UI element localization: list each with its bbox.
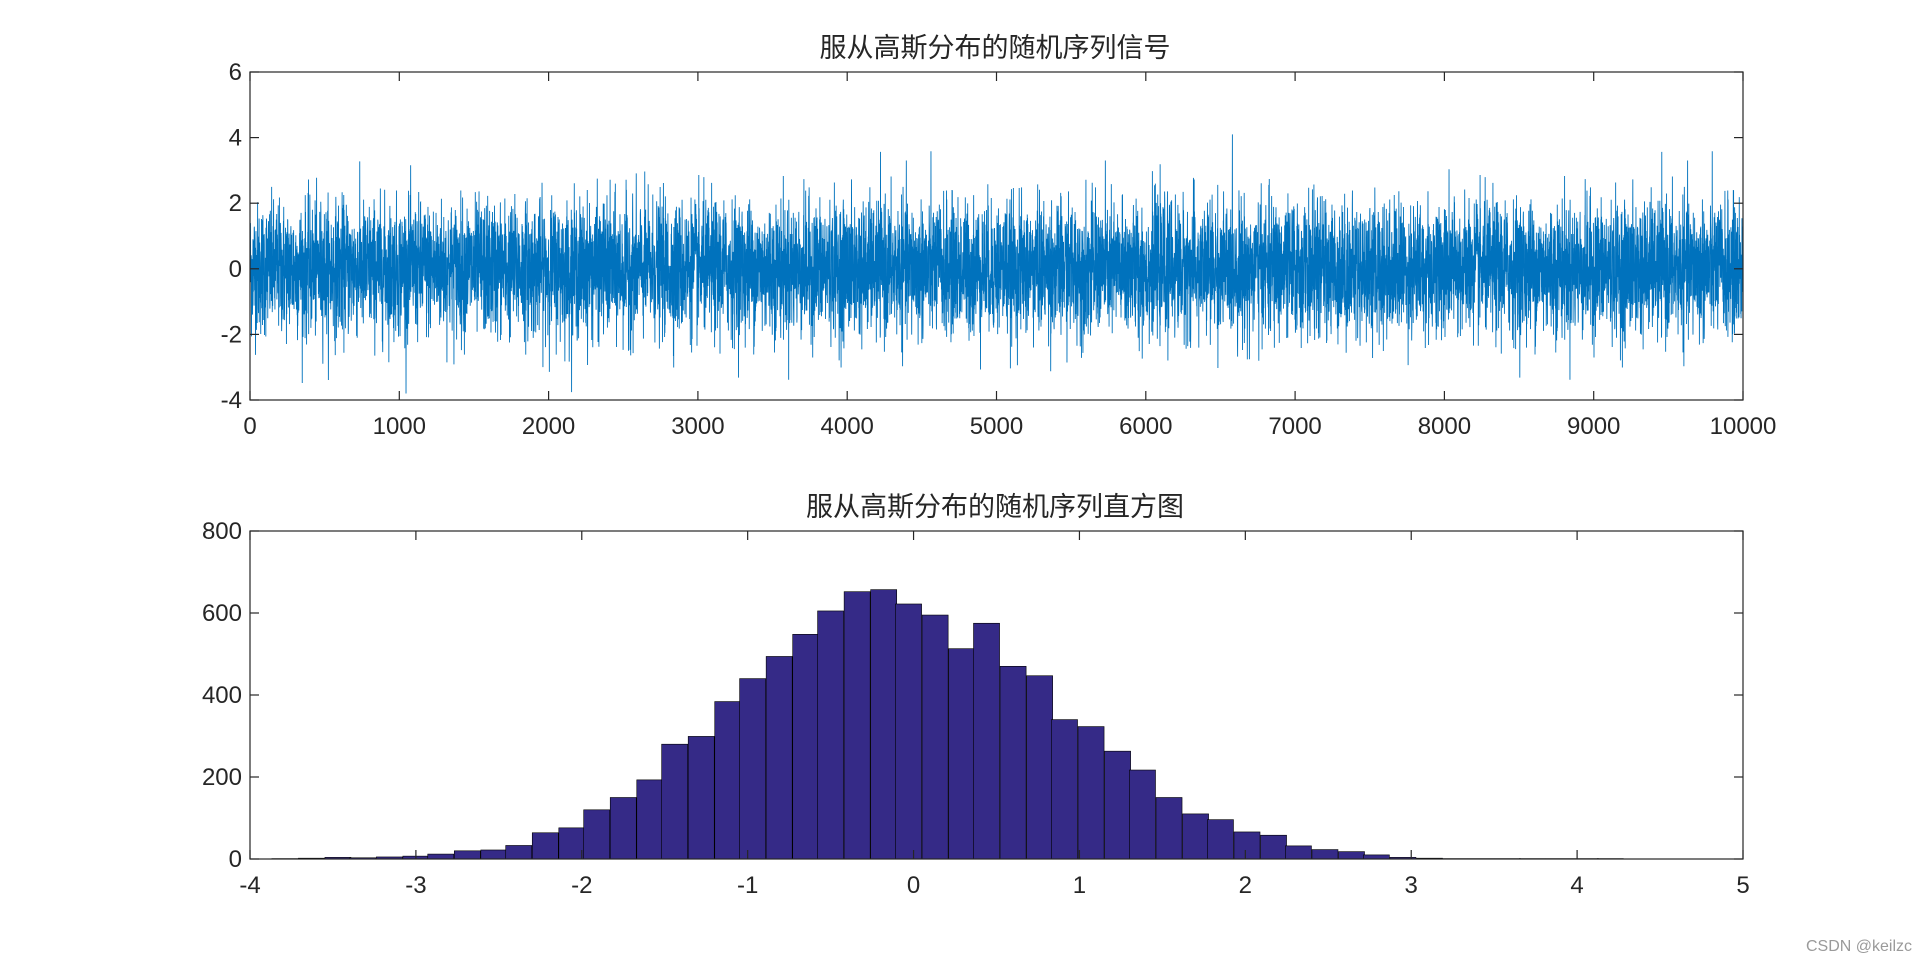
histogram-x-tick-label: 1 (1073, 872, 1086, 899)
signal-x-tick-label: 4000 (821, 413, 874, 440)
histogram-bar (1182, 813, 1209, 860)
histogram-bar (505, 845, 533, 860)
histogram-bar (1260, 834, 1287, 860)
histogram-bar (453, 850, 481, 860)
histogram-bar (1233, 831, 1261, 860)
histogram-x-tick-label: -3 (405, 872, 426, 899)
histogram-bar (792, 634, 820, 860)
histogram-bar (999, 665, 1027, 860)
histogram-bar (558, 827, 586, 860)
histogram-x-tick-label: 3 (1405, 872, 1418, 899)
histogram-x-tick-label: 0 (907, 872, 920, 899)
signal-x-tick-label: 6000 (1119, 413, 1172, 440)
histogram-bar (1104, 750, 1131, 860)
histogram-bar (1207, 819, 1234, 860)
histogram-y-tick-label: 200 (202, 764, 242, 791)
histogram-bar (687, 736, 715, 860)
histogram-x-tick-label: 2 (1239, 872, 1252, 899)
signal-x-tick-label: 9000 (1567, 413, 1620, 440)
signal-x-tick-label: 1000 (373, 413, 426, 440)
histogram-bar (636, 779, 664, 860)
histogram-axes-box (249, 530, 1744, 860)
signal-x-tick-label: 5000 (970, 413, 1023, 440)
histogram-bar (843, 591, 871, 860)
histogram-bar (1077, 726, 1105, 860)
histogram-bar (714, 701, 742, 860)
histogram-bar (1285, 845, 1312, 860)
histogram-bar (765, 656, 793, 860)
histogram-x-tick-label: -1 (737, 872, 758, 899)
histogram-bar (583, 809, 611, 860)
signal-chart-title: 服从高斯分布的随机序列信号 (820, 33, 1171, 64)
histogram-x-tick-label: 5 (1736, 872, 1749, 899)
histogram-x-tick-label: 4 (1570, 872, 1583, 899)
histogram-bar (921, 614, 949, 860)
histogram-bar (427, 853, 455, 860)
signal-y-tick-label: 2 (229, 190, 242, 217)
histogram-bar (870, 589, 898, 860)
histogram-x-tick-label: -2 (571, 872, 592, 899)
histogram-y-tick-label: 800 (202, 518, 242, 545)
histogram-bar (661, 743, 688, 860)
histogram-y-tick-label: 600 (202, 600, 242, 627)
signal-y-tick-label: -4 (221, 387, 242, 414)
histogram-x-tick-label: -4 (239, 872, 260, 899)
signal-x-tick-label: 2000 (522, 413, 575, 440)
histogram-chart-title: 服从高斯分布的随机序列直方图 (806, 492, 1184, 523)
histogram-bar (1051, 719, 1078, 860)
histogram-bar (1129, 769, 1156, 860)
histogram-bar (1311, 849, 1339, 860)
histogram-bar (1338, 851, 1365, 860)
signal-x-tick-label: 8000 (1418, 413, 1471, 440)
histogram-bar (480, 849, 508, 860)
histogram-bar (948, 648, 975, 860)
histogram-y-tick-label: 400 (202, 682, 242, 709)
signal-line (249, 134, 1744, 394)
histogram-bar (895, 603, 922, 860)
histogram-bar (531, 832, 559, 860)
signal-axes: 服从高斯分布的随机序列信号 0 1000 2000 3000 4000 5000 6000 7… (221, 33, 1777, 440)
histogram-bar (1363, 854, 1390, 860)
signal-y-tick-label: 4 (229, 125, 242, 152)
signal-axes-box (249, 71, 1744, 401)
histogram-bars (271, 589, 1624, 860)
histogram-bar (609, 797, 637, 860)
signal-x-tick-label: 0 (243, 413, 256, 440)
histogram-bar (1026, 675, 1053, 860)
histogram-axes: 服从高斯分布的随机序列直方图 -4 -3 -2 -1 0 1 2 3 4 5 0 200 400 600 8… (202, 492, 1750, 899)
signal-y-tick-label: 0 (229, 256, 242, 283)
histogram-y-tick-label: 0 (229, 846, 242, 873)
histogram-bar (817, 610, 844, 860)
signal-x-tick-label: 3000 (671, 413, 724, 440)
signal-x-tick-label: 10000 (1710, 413, 1777, 440)
signal-y-tick-label: -2 (221, 321, 242, 348)
watermark: CSDN @keilzc (1805, 938, 1912, 955)
histogram-bar (739, 678, 766, 860)
signal-x-tick-label: 7000 (1268, 413, 1321, 440)
signal-y-tick-label: 6 (229, 59, 242, 86)
histogram-bar (1155, 797, 1183, 860)
histogram-bar (973, 622, 1000, 860)
